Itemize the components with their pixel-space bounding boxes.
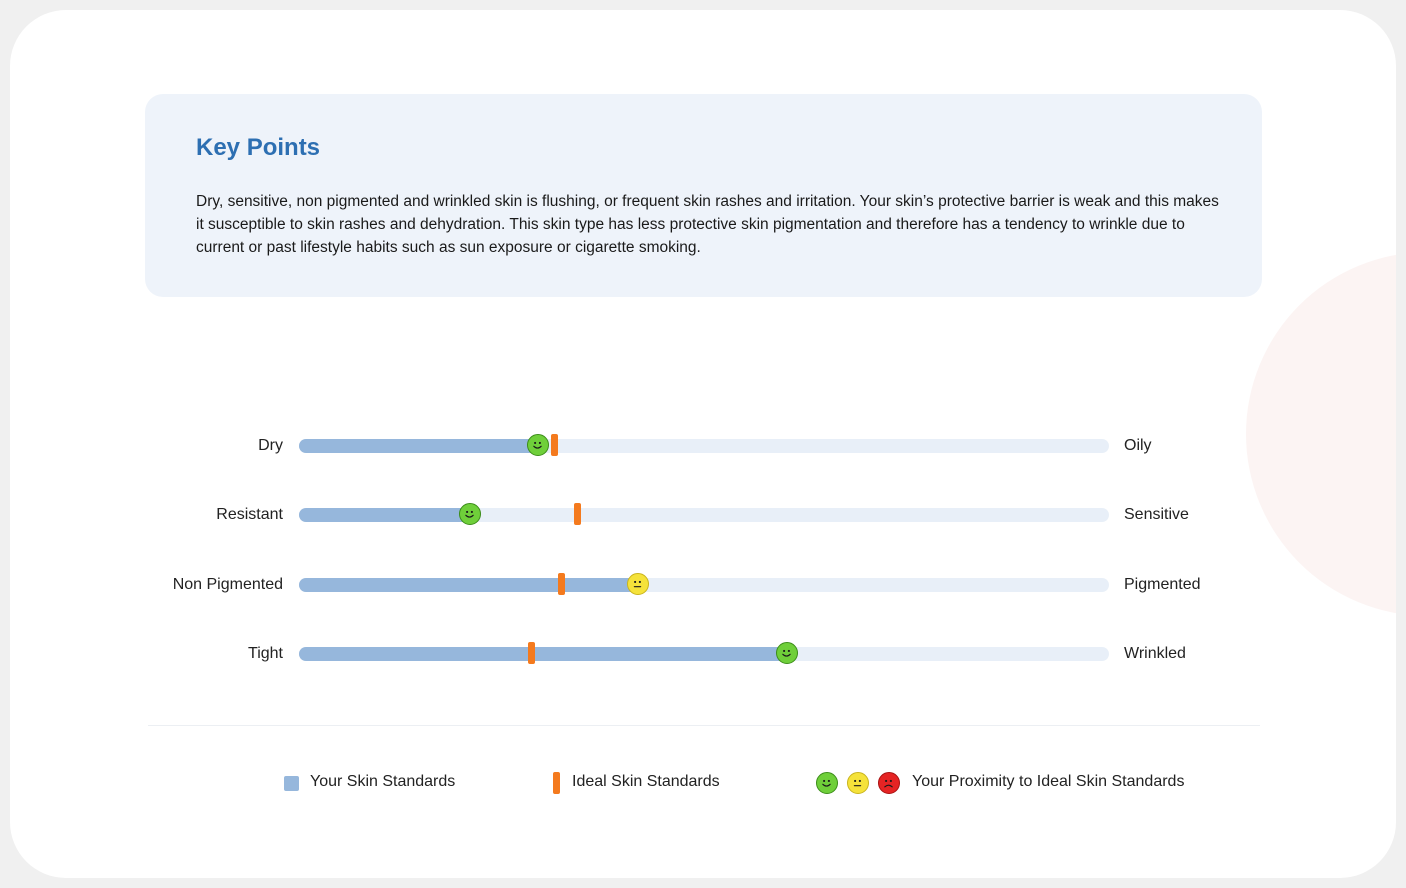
legend-proximity-label: Your Proximity to Ideal Skin Standards <box>912 773 1185 790</box>
your-skin-fill <box>299 578 639 592</box>
ideal-marker <box>551 434 559 456</box>
scale-left-label: Tight <box>248 645 283 662</box>
scale-right-label: Oily <box>1124 437 1152 454</box>
scale-row-dry-oily: Dry Oily <box>10 431 1396 461</box>
scale-right-label: Pigmented <box>1124 576 1201 593</box>
ideal-marker <box>527 642 535 664</box>
scale-row-tight-wrinkled: Tight Wrinkled <box>10 639 1396 669</box>
divider <box>148 725 1260 726</box>
scale-right-label: Sensitive <box>1124 506 1189 523</box>
legend: Your Skin Standards Ideal Skin Standards… <box>10 768 1396 798</box>
smile-face-icon <box>816 772 838 794</box>
ideal-marker <box>573 503 581 525</box>
sad-face-icon <box>878 772 900 794</box>
proximity-face-icon <box>458 503 481 525</box>
key-points-title: Key Points <box>196 134 321 161</box>
proximity-face-icon <box>776 642 799 664</box>
your-skin-fill <box>299 647 788 661</box>
scale-row-pigmentation: Non Pigmented Pigmented <box>10 570 1396 600</box>
legend-your-label: Your Skin Standards <box>310 773 456 790</box>
report-card: Key Points Dry, sensitive, non pigmented… <box>10 10 1396 878</box>
ideal-marker <box>558 573 566 595</box>
scale-left-label: Dry <box>258 437 283 454</box>
neutral-face-icon <box>847 772 869 794</box>
proximity-face-icon <box>627 573 650 595</box>
scale-track <box>299 642 1109 664</box>
scale-track <box>299 503 1109 525</box>
scale-right-label: Wrinkled <box>1124 645 1186 662</box>
your-skin-fill <box>299 508 470 522</box>
your-skin-swatch <box>284 776 299 791</box>
scale-left-label: Resistant <box>216 506 283 523</box>
key-points-panel: Key Points Dry, sensitive, non pigmented… <box>145 94 1262 297</box>
scale-track <box>299 434 1109 456</box>
scale-row-resistant-sensitive: Resistant Sensitive <box>10 500 1396 530</box>
scale-left-label: Non Pigmented <box>172 576 283 593</box>
scale-track <box>299 573 1109 595</box>
proximity-face-icon <box>526 434 549 456</box>
ideal-marker-swatch <box>553 772 560 794</box>
legend-ideal-label: Ideal Skin Standards <box>572 773 720 790</box>
key-points-text: Dry, sensitive, non pigmented and wrinkl… <box>196 193 1219 256</box>
your-skin-fill <box>299 439 538 453</box>
